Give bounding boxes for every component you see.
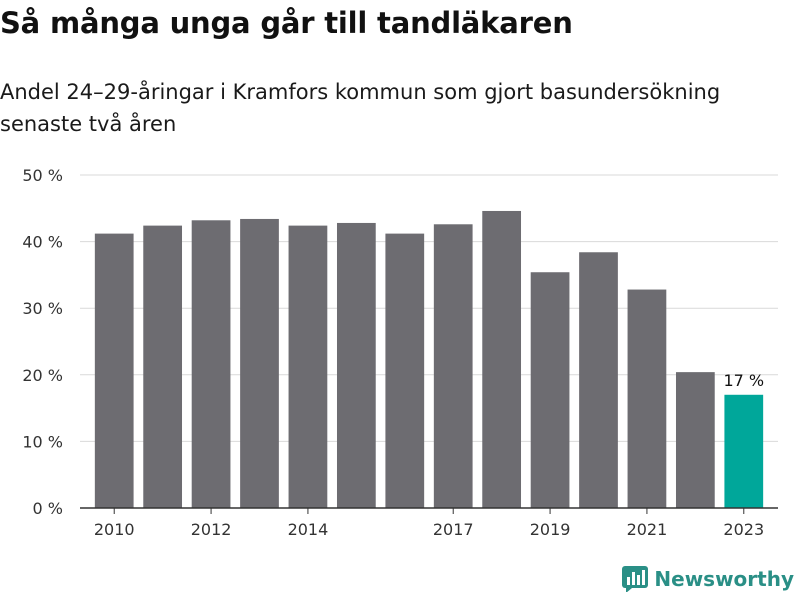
x-tick-label: 2023	[723, 520, 764, 539]
y-tick-label: 40 %	[22, 233, 63, 252]
y-tick-label: 20 %	[22, 366, 63, 385]
x-tick-label: 2014	[288, 520, 329, 539]
newsworthy-logo-icon	[622, 566, 649, 592]
bar-2016	[385, 233, 425, 508]
chart-title: Så många unga går till tandläkaren	[0, 6, 573, 40]
bar-2012	[191, 220, 231, 508]
bar-2010	[94, 233, 134, 508]
bar-2011	[143, 225, 183, 508]
x-tick-label: 2021	[627, 520, 668, 539]
bar-2014	[288, 225, 328, 508]
chart-subtitle: Andel 24–29-åringar i Kramfors kommun so…	[0, 80, 721, 136]
x-tick-label: 2019	[530, 520, 571, 539]
brand-logo: Newsworthy	[622, 566, 794, 592]
y-tick-label: 0 %	[33, 499, 63, 518]
x-tick-label: 2012	[191, 520, 232, 539]
bar-chart: 0 % 10 % 20 % 30 % 40 % 50 % 17 % 2010 2012 2014 2…	[22, 166, 778, 539]
bar-2018	[482, 210, 522, 509]
y-tick-label: 30 %	[22, 299, 63, 318]
highlight-value-label: 17 %	[723, 371, 764, 390]
brand-name: Newsworthy	[654, 567, 794, 591]
bar-2022	[675, 372, 715, 508]
x-tick-label: 2017	[433, 520, 474, 539]
bar-2013	[240, 218, 279, 508]
bar-2023	[724, 394, 764, 508]
x-tick-label: 2010	[94, 520, 135, 539]
bar-2019	[530, 272, 570, 508]
bar-2021	[627, 289, 667, 508]
bar-2015	[336, 222, 376, 508]
y-tick-label: 50 %	[22, 166, 63, 185]
bar-2020	[579, 252, 618, 508]
bar-2017	[433, 224, 473, 508]
y-tick-label: 10 %	[22, 432, 63, 451]
